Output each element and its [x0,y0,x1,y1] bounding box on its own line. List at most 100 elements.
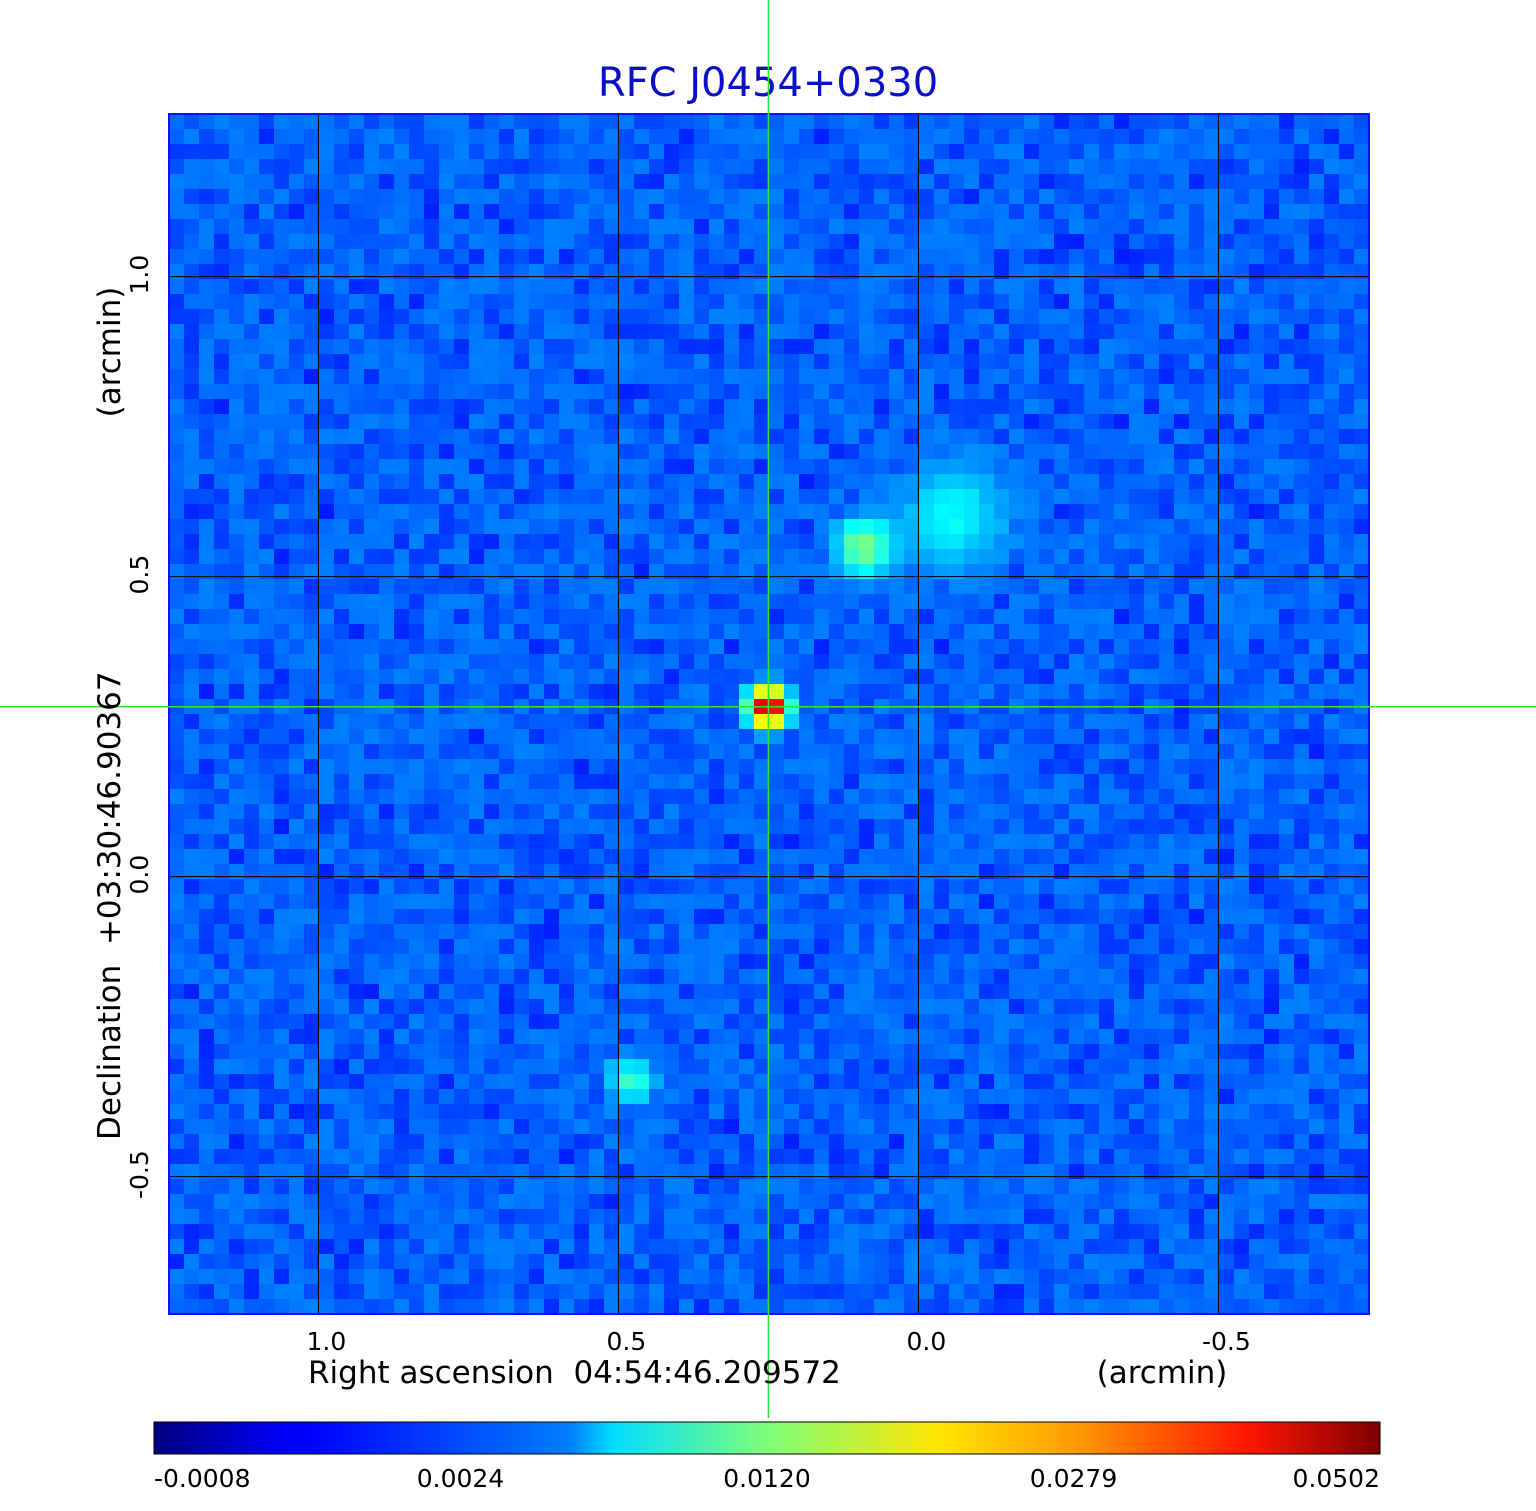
heatmap-cell [424,894,440,910]
heatmap-cell [1039,279,1055,295]
heatmap-cell [1129,819,1145,835]
heatmap-cell [1204,834,1220,850]
heatmap-cell [1084,309,1100,325]
heatmap-cell [1264,279,1280,295]
heatmap-cell [1054,714,1070,730]
heatmap-cell [1339,1029,1355,1045]
heatmap-cell [529,594,545,610]
heatmap-cell [289,999,305,1015]
heatmap-cell [244,999,260,1015]
heatmap-cell [1174,894,1190,910]
heatmap-cell [169,129,185,145]
heatmap-cell [784,594,800,610]
heatmap-cell [199,1044,215,1060]
heatmap-cell [1009,714,1025,730]
heatmap-cell [289,189,305,205]
heatmap-cell [1354,189,1370,205]
heatmap-cell [904,714,920,730]
heatmap-cell [1099,324,1115,340]
heatmap-cell [1129,234,1145,250]
heatmap-cell [1159,204,1175,220]
heatmap-cell [349,909,365,925]
heatmap-cell [1249,729,1265,745]
heatmap-cell [1309,894,1325,910]
heatmap-cell [964,639,980,655]
heatmap-cell [589,579,605,595]
heatmap-cell [529,519,545,535]
heatmap-cell [754,864,770,880]
heatmap-cell [544,789,560,805]
heatmap-cell [664,459,680,475]
heatmap-cell [394,594,410,610]
heatmap-cell [529,969,545,985]
heatmap-cell [619,894,635,910]
heatmap-cell [1144,189,1160,205]
heatmap-cell [709,549,725,565]
heatmap-cell [1174,369,1190,385]
heatmap-cell [259,714,275,730]
heatmap-cell [844,249,860,265]
heatmap-cell [484,114,500,130]
heatmap-cell [1294,894,1310,910]
heatmap-cell [274,759,290,775]
heatmap-cell [514,264,530,280]
heatmap-cell [169,984,185,1000]
heatmap-cell [964,549,980,565]
heatmap-cell [1264,1014,1280,1030]
heatmap-cell [544,804,560,820]
heatmap-cell [454,744,470,760]
heatmap-cell [1279,429,1295,445]
heatmap-cell [334,924,350,940]
heatmap-cell [1249,924,1265,940]
heatmap-cell [514,369,530,385]
heatmap-cell [634,999,650,1015]
heatmap-cell [439,219,455,235]
heatmap-cell [514,1044,530,1060]
heatmap-cell [649,264,665,280]
heatmap-cell [1129,489,1145,505]
heatmap-cell [1324,909,1340,925]
heatmap-cell [184,849,200,865]
heatmap-cell [904,354,920,370]
heatmap-cell [259,504,275,520]
heatmap-cell [259,309,275,325]
heatmap-cell [1009,519,1025,535]
heatmap-cell [244,309,260,325]
heatmap-cell [814,429,830,445]
heatmap-cell [1009,504,1025,520]
heatmap-cell [1069,954,1085,970]
heatmap-cell [1039,444,1055,460]
heatmap-cell [589,1044,605,1060]
heatmap-cell [604,999,620,1015]
heatmap-cell [904,759,920,775]
heatmap-cell [259,609,275,625]
heatmap-cell [1204,294,1220,310]
heatmap-cell [484,474,500,490]
heatmap-cell [529,624,545,640]
heatmap-cell [634,864,650,880]
heatmap-cell [469,819,485,835]
heatmap-cell [1009,234,1025,250]
heatmap-cell [574,309,590,325]
heatmap-cell [634,954,650,970]
heatmap-cell [694,654,710,670]
heatmap-cell [1069,969,1085,985]
heatmap-cell [769,114,785,130]
heatmap-cell [739,684,755,700]
heatmap-cell [829,684,845,700]
heatmap-cell [604,969,620,985]
heatmap-cell [799,174,815,190]
heatmap-cell [529,894,545,910]
heatmap-cell [619,429,635,445]
heatmap-cell [1234,279,1250,295]
heatmap-cell [844,624,860,640]
heatmap-cell [859,429,875,445]
heatmap-cell [334,309,350,325]
heatmap-cell [199,309,215,325]
heatmap-cell [214,744,230,760]
heatmap-cell [919,339,935,355]
heatmap-cell [274,984,290,1000]
heatmap-cell [229,594,245,610]
heatmap-cell [994,504,1010,520]
heatmap-cell [739,819,755,835]
